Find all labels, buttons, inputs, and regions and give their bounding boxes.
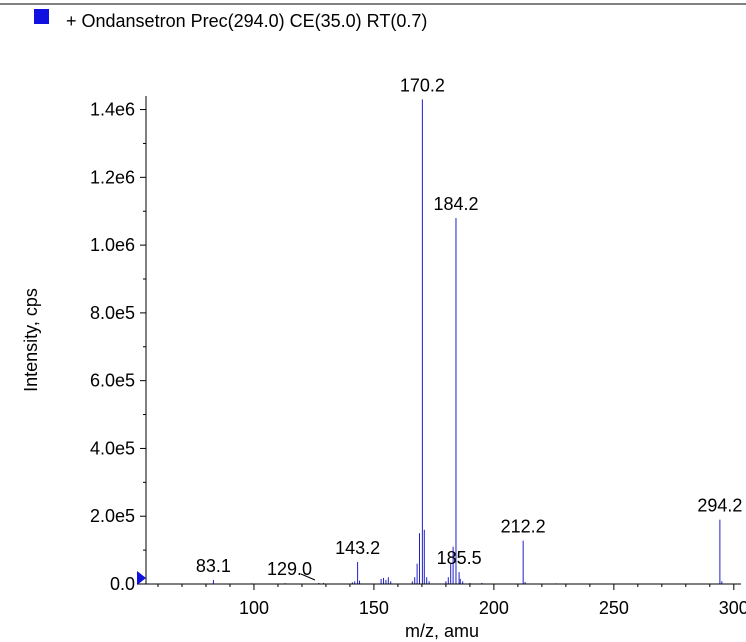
- y-axis-title: Intensity, cps: [21, 288, 41, 392]
- peak-labels-group: 170.2 184.2 294.2 212.2 143.2 185.5 83.1 129.0: [196, 75, 743, 579]
- x-axis-ticks: 100 150 200 250 300: [157, 584, 746, 618]
- y-axis-ticks: 0.0 2.0e5 4.0e5 6.0e5 8.0e5 1.0e6 1.2e6 1.4e6: [90, 100, 146, 594]
- peak-label: 212.2: [501, 517, 546, 537]
- peak-label: 294.2: [697, 496, 742, 516]
- x-tick-label: 250: [599, 598, 629, 618]
- threshold-marker-icon[interactable]: [137, 571, 146, 585]
- x-tick-label: 150: [359, 598, 389, 618]
- y-tick-label: 0.0: [110, 574, 135, 594]
- x-tick-label: 200: [479, 598, 509, 618]
- peak-label: 184.2: [433, 194, 478, 214]
- peak-label: 185.5: [437, 548, 482, 568]
- peak-label: 129.0: [267, 559, 312, 579]
- peak-label: 143.2: [335, 538, 380, 558]
- peaks-group: [212, 99, 723, 584]
- legend-label: + Ondansetron Prec(294.0) CE(35.0) RT(0.…: [66, 11, 427, 31]
- y-tick-label: 1.0e6: [90, 235, 135, 255]
- y-tick-label: 2.0e5: [90, 506, 135, 526]
- peak-label: 170.2: [400, 75, 445, 95]
- y-tick-label: 1.2e6: [90, 167, 135, 187]
- x-axis-title: m/z, amu: [405, 621, 479, 641]
- y-tick-label: 4.0e5: [90, 438, 135, 458]
- y-tick-label: 8.0e5: [90, 303, 135, 323]
- x-tick-label: 100: [239, 598, 269, 618]
- x-tick-label: 300: [719, 598, 746, 618]
- y-tick-label: 6.0e5: [90, 371, 135, 391]
- legend-swatch: [34, 9, 49, 24]
- y-tick-label: 1.4e6: [90, 100, 135, 120]
- label-leader-line: [300, 573, 316, 581]
- peak-label: 83.1: [196, 556, 231, 576]
